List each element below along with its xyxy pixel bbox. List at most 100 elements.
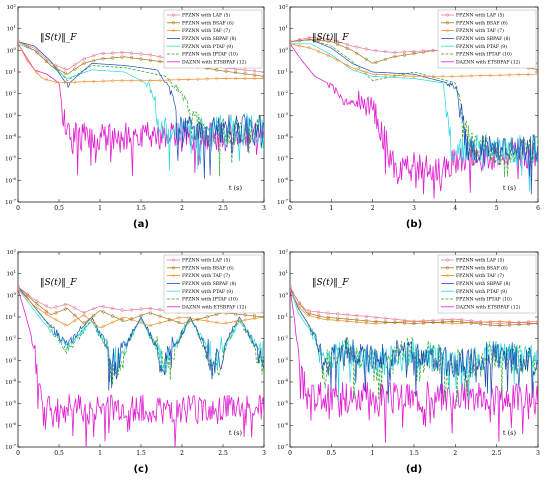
legend-entry: FPZNN with TAF (7) [456,272,504,279]
series-marker [336,316,340,320]
series-line-taf [18,288,264,329]
series-group [18,40,264,180]
series-marker [243,72,247,76]
x-tick-label: 6 [536,205,540,212]
series-marker [412,319,416,323]
series-marker [54,63,58,67]
series-marker [412,51,416,56]
series-marker [252,69,257,73]
legend-entry: FPZNN with TAF (7) [182,27,230,34]
series-line-sbpaf [18,41,264,180]
series-marker [73,306,77,310]
y-tick-label: 10-7 [277,443,288,452]
series-marker [25,43,30,48]
legend-entry: FPZNN with SBPAF (8) [182,280,237,287]
y-tick-label: 10-1 [5,68,16,77]
series-marker [383,72,388,77]
series-marker [307,311,311,315]
series-marker [157,78,162,83]
series-line-ptaf [18,288,264,374]
series-marker [440,318,445,322]
x-tick-label: 2 [371,205,375,212]
y-tick-label: 10-5 [5,154,16,163]
series-marker [186,320,190,324]
series-marker [364,319,368,323]
series-marker [383,57,388,61]
series-marker [18,285,20,289]
series-marker [431,318,435,322]
series-marker [374,49,378,53]
series-marker [479,320,483,324]
series-marker [176,77,181,82]
legend-entry: FPZNN with BSAF (6) [456,19,508,26]
series-marker [120,318,124,322]
series-marker [536,321,538,326]
x-tick-label: 3 [536,450,540,457]
legend-marker [445,21,450,25]
series-marker [110,314,115,318]
series-marker [120,50,124,55]
series-marker [243,313,247,317]
legend-entry: FPZNN with PTAF (9) [182,288,233,295]
series-marker [53,317,58,322]
series-marker [158,55,162,59]
series-marker [450,74,455,79]
series-marker [478,73,483,78]
x-axis-label: t (s) [229,184,243,192]
series-marker [297,38,302,42]
series-marker [364,47,368,51]
series-line-bsaf [290,286,538,326]
norm-annotation: ‖S(t)‖_F [40,277,77,288]
series-marker [44,309,49,313]
series-marker [316,316,321,320]
series-marker [450,319,454,324]
series-marker [364,320,369,325]
y-tick-label: 10-1 [277,68,288,77]
series-marker [421,321,426,325]
x-tick-label: 0 [288,450,292,457]
legend-entry: DAZNN with ETSBPAF (12) [456,303,521,310]
series-marker [488,321,492,325]
y-tick-label: 10-1 [277,313,288,322]
series-marker [120,55,124,59]
series-marker [139,52,143,56]
chart-panel-4: 102 101 100 10-1 10-2 10-3 10-4 10-5 10-6 10-70 0.… [277,248,540,476]
legend-entry: FPZNN with IPTAF (10) [456,51,512,58]
series-marker [139,78,143,83]
y-tick-label: 100 [6,46,16,55]
series-marker [243,76,248,81]
legend-entry: FPZNN with TAF (7) [182,272,230,279]
series-marker [148,311,153,315]
series-marker [167,317,172,321]
series-marker [167,78,172,82]
series-marker [326,37,330,41]
series-marker [402,318,407,322]
series-marker [53,80,58,84]
x-tick-label: 1 [98,450,102,457]
series-marker [63,307,67,311]
series-marker [469,321,473,325]
series-marker [110,56,115,60]
series-marker [326,39,330,43]
series-marker [469,73,474,78]
series-marker [72,318,77,323]
series-marker [373,321,378,326]
series-marker [459,74,464,79]
series-marker [18,286,20,291]
series-marker [297,301,302,305]
series-marker [517,322,521,327]
legend-entry: FPZNN with BSAF (6) [182,19,234,26]
legend-box [163,254,263,314]
legend-entry: FPZNN with SBPAF (8) [456,280,511,287]
x-tick-label: 2.5 [218,450,228,457]
x-tick-label: 1.5 [136,450,146,457]
series-marker [157,320,162,325]
series-marker [110,51,115,55]
series-marker [297,305,302,310]
series-marker [262,315,264,319]
x-tick-label: 0.5 [54,450,64,457]
series-marker [336,39,340,44]
series-marker [243,318,248,322]
series-marker [129,51,134,55]
